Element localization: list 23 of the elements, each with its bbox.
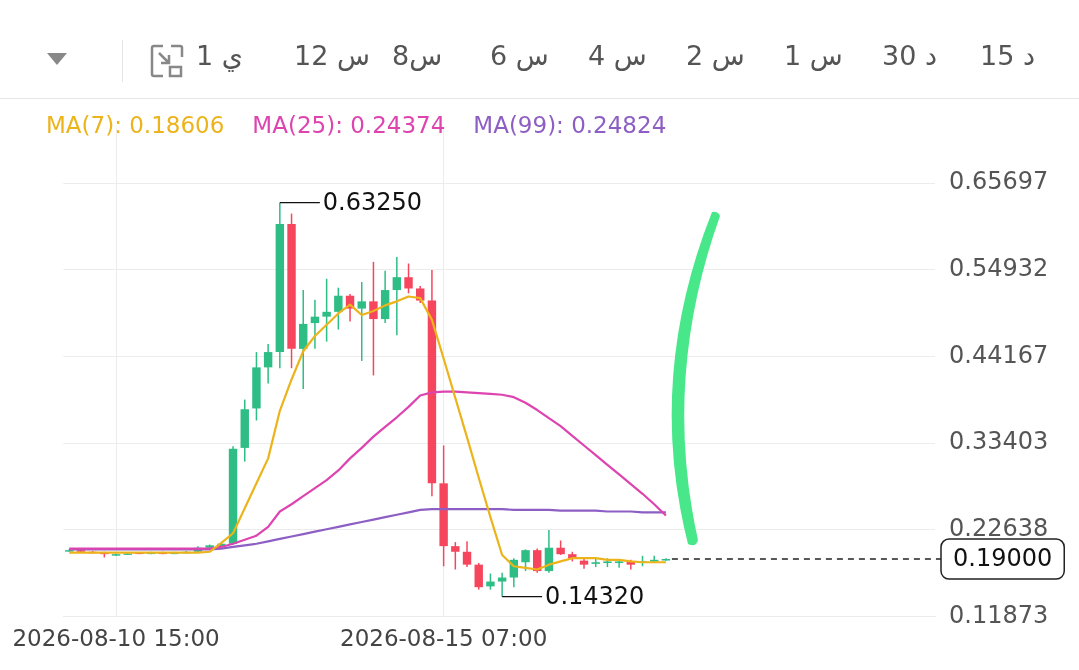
y-tick-label: 0.65697 [949,167,1049,196]
y-tick-label: 0.33403 [949,427,1049,456]
text: MA(7): 0.18606 [46,112,225,138]
text: MA(99): 0.24824 [473,112,667,138]
x-tick-label: 2026-08-10 15:00 [12,625,220,652]
text: 1 ي [196,40,243,71]
y-tick-label: 0.44167 [949,340,1049,369]
text: 12 س [294,40,370,71]
text: 6 س [490,40,549,71]
y-tick-label: 0.22638 [949,513,1049,542]
text: 30 د [882,40,937,71]
text: 8س [392,40,443,71]
text: 1 س [784,40,843,71]
annotation: 0.14320 [545,581,645,610]
y-tick-label: 0.11873 [949,600,1049,629]
text: 4 س [588,40,647,71]
text: 15 د [980,40,1035,71]
text: 2 س [686,40,745,71]
y-tick-label: 0.54932 [949,253,1049,282]
text: MA(25): 0.24374 [252,112,446,138]
annotation: 0.63250 [322,187,423,216]
x-tick-label: 2026-08-15 07:00 [339,625,548,652]
ref-line-label: 0.19000 [953,544,1053,573]
